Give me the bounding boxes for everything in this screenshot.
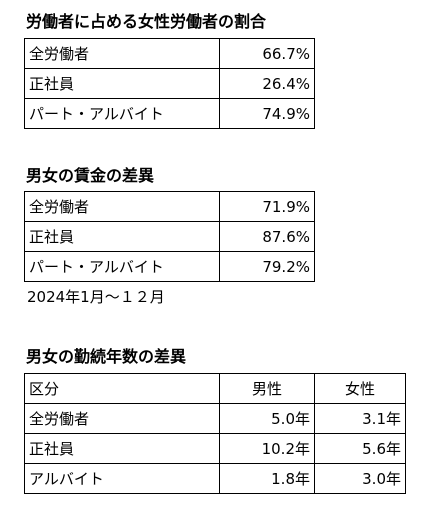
table-row: パート・アルバイト 74.9% <box>24 98 315 129</box>
female-value: 3.0年 <box>314 463 406 494</box>
row-value: 71.9% <box>219 191 315 222</box>
tenure-gap-table: 区分 男性 女性 全労働者 5.0年 3.1年 正社員 10.2年 5.6年 ア… <box>24 373 406 494</box>
section-title-tenure-gap: 男女の勤続年数の差異 <box>26 347 187 366</box>
header-category: 区分 <box>24 373 220 404</box>
row-value: 79.2% <box>219 251 315 282</box>
table-row: 全労働者 71.9% <box>24 191 315 222</box>
section-title-wage-gap: 男女の賃金の差異 <box>26 166 155 185</box>
male-value: 5.0年 <box>219 403 315 434</box>
section-title-female-ratio: 労働者に占める女性労働者の割合 <box>26 12 267 31</box>
row-label: 正社員 <box>24 433 220 464</box>
table-row: 全労働者 5.0年 3.1年 <box>24 403 406 434</box>
female-value: 5.6年 <box>314 433 406 464</box>
female-ratio-table: 全労働者 66.7% 正社員 26.4% パート・アルバイト 74.9% <box>24 38 315 129</box>
row-label: パート・アルバイト <box>24 251 220 282</box>
row-label: 正社員 <box>24 68 220 99</box>
row-label: 正社員 <box>24 221 220 252</box>
male-value: 10.2年 <box>219 433 315 464</box>
table-header-row: 区分 男性 女性 <box>24 373 406 404</box>
row-label: 全労働者 <box>24 403 220 434</box>
wage-gap-table: 全労働者 71.9% 正社員 87.6% パート・アルバイト 79.2% <box>24 191 315 282</box>
row-value: 26.4% <box>219 68 315 99</box>
row-value: 66.7% <box>219 38 315 69</box>
row-label: アルバイト <box>24 463 220 494</box>
table-row: 全労働者 66.7% <box>24 38 315 69</box>
header-male: 男性 <box>219 373 315 404</box>
row-label: 全労働者 <box>24 38 220 69</box>
female-value: 3.1年 <box>314 403 406 434</box>
row-label: パート・アルバイト <box>24 98 220 129</box>
row-value: 87.6% <box>219 221 315 252</box>
table-row: 正社員 87.6% <box>24 221 315 252</box>
table-row: 正社員 26.4% <box>24 68 315 99</box>
table-row: パート・アルバイト 79.2% <box>24 251 315 282</box>
table-row: 正社員 10.2年 5.6年 <box>24 433 406 464</box>
row-value: 74.9% <box>219 98 315 129</box>
header-female: 女性 <box>314 373 406 404</box>
period-note: 2024年1月～１２月 <box>27 288 165 306</box>
male-value: 1.8年 <box>219 463 315 494</box>
table-row: アルバイト 1.8年 3.0年 <box>24 463 406 494</box>
row-label: 全労働者 <box>24 191 220 222</box>
